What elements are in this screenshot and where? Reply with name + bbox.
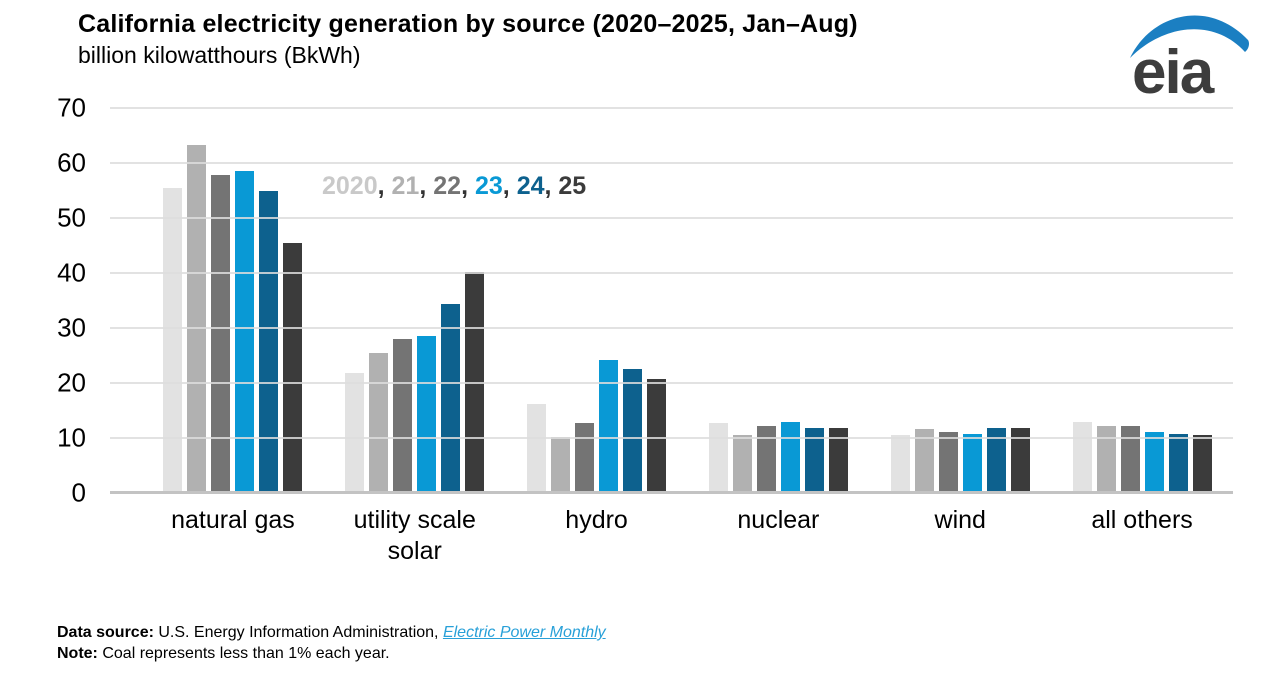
bar-group-nuclear (687, 108, 869, 493)
bar-22-natural-gas (211, 175, 231, 493)
note-text: Coal represents less than 1% each year. (97, 645, 390, 662)
data-source-text: U.S. Energy Information Administration, (153, 624, 443, 641)
category-label-text: hydro (565, 506, 628, 534)
x-axis-line (110, 491, 1233, 494)
gridline (110, 162, 1233, 164)
bar-22-all-others (1120, 425, 1140, 493)
chart-unit-subtitle: billion kilowatthours (BkWh) (78, 42, 361, 68)
bar-group-natural-gas (142, 108, 324, 493)
bar-22-hydro (575, 423, 595, 493)
electric-power-monthly-link[interactable]: Electric Power Monthly (442, 624, 606, 641)
bar-23-hydro (599, 359, 619, 493)
x-axis-category-labels: natural gas utility scale solar hydro nucle… (142, 505, 1233, 568)
bar-24-utility-scale-solar (441, 303, 461, 493)
data-source-line: Data source: U.S. Energy Information Adm… (57, 622, 606, 643)
category-label-all-others: all others (1051, 505, 1233, 568)
bar-21-nuclear (732, 435, 752, 493)
bar-24-nuclear (804, 427, 824, 493)
gridline (110, 437, 1233, 439)
bar-2020-nuclear (708, 423, 728, 493)
category-label-text: utility scale solar (353, 506, 476, 566)
bar-23-nuclear (780, 422, 800, 493)
bar-24-all-others (1168, 434, 1188, 493)
bar-2020-hydro (527, 403, 547, 493)
category-label-text: nuclear (737, 506, 820, 534)
bar-25-nuclear (828, 428, 848, 493)
y-tick-label: 10 (57, 422, 86, 453)
y-tick-label: 70 (57, 92, 86, 123)
bar-21-natural-gas (187, 144, 207, 493)
bar-23-utility-scale-solar (417, 336, 437, 493)
bar-group-utility-scale-solar (324, 108, 506, 493)
category-label-hydro: hydro (506, 505, 688, 568)
y-tick-label: 50 (57, 202, 86, 233)
legend-separator: , (461, 172, 475, 200)
page-title: California electricity generation by sou… (78, 10, 858, 38)
bar-group-all-others (1051, 108, 1233, 493)
legend-item-2020: 2020 (322, 172, 378, 200)
bar-25-wind (1010, 427, 1030, 493)
category-label-natural-gas: natural gas (142, 505, 324, 568)
gridline (110, 272, 1233, 274)
legend-item-21: 21 (391, 172, 420, 200)
note-line: Note: Coal represents less than 1% each … (57, 643, 606, 664)
bar-22-utility-scale-solar (393, 339, 413, 493)
bar-groups (142, 108, 1233, 493)
legend-separator: , (377, 172, 392, 200)
legend-item-22: 22 (433, 172, 462, 200)
eia-swoosh-icon (1130, 15, 1249, 58)
y-tick-label: 30 (57, 312, 86, 343)
bar-23-wind (962, 433, 982, 493)
legend-item-24: 24 (516, 172, 545, 200)
bar-2020-utility-scale-solar (345, 372, 365, 493)
bar-23-natural-gas (235, 170, 255, 493)
legend-separator: , (502, 172, 517, 200)
eia-logo: eia (1126, 6, 1254, 107)
category-label-text: natural gas (171, 506, 295, 534)
category-label-wind: wind (869, 505, 1051, 568)
y-tick-label: 20 (57, 367, 86, 398)
note-label: Note: (57, 645, 98, 662)
bar-25-hydro (647, 379, 667, 493)
legend-item-25: 25 (558, 172, 587, 200)
y-tick-label: 40 (57, 257, 86, 288)
gridline (110, 327, 1233, 329)
bar-25-natural-gas (283, 243, 303, 493)
y-tick-label: 60 (57, 147, 86, 178)
bar-24-natural-gas (259, 190, 279, 493)
bar-24-hydro (623, 368, 643, 493)
y-tick-label: 0 (71, 477, 86, 508)
eia-logo-text: eia (1132, 38, 1214, 107)
bar-25-all-others (1192, 435, 1212, 493)
bar-2020-wind (890, 435, 910, 493)
bar-22-nuclear (756, 425, 776, 493)
category-label-text: wind (934, 506, 986, 534)
bar-group-hydro (506, 108, 688, 493)
legend-item-23: 23 (474, 172, 503, 200)
bar-21-all-others (1096, 425, 1116, 493)
bar-21-wind (914, 429, 934, 493)
bar-21-hydro (551, 436, 571, 493)
legend-separator: , (544, 172, 559, 200)
chart-legend: 2020, 21, 22, 23, 24, 25 (322, 172, 586, 201)
chart-footer: Data source: U.S. Energy Information Adm… (57, 622, 606, 664)
y-axis: 0 10 20 30 40 50 60 70 (0, 93, 100, 508)
bar-24-wind (986, 428, 1006, 493)
legend-separator: , (419, 172, 434, 200)
category-label-utility-scale-solar: utility scale solar (324, 505, 506, 568)
gridline (110, 107, 1233, 109)
data-source-label: Data source: (57, 624, 154, 641)
bar-22-wind (938, 432, 958, 493)
bar-2020-all-others (1072, 421, 1092, 493)
bar-group-wind (869, 108, 1051, 493)
category-label-text: all others (1091, 506, 1193, 534)
gridline (110, 382, 1233, 384)
plot-area: 2020, 21, 22, 23, 24, 25 (110, 107, 1233, 494)
gridline (110, 217, 1233, 219)
bar-23-all-others (1144, 432, 1164, 493)
bar-21-utility-scale-solar (369, 353, 389, 493)
bar-2020-natural-gas (163, 188, 183, 493)
category-label-nuclear: nuclear (687, 505, 869, 568)
